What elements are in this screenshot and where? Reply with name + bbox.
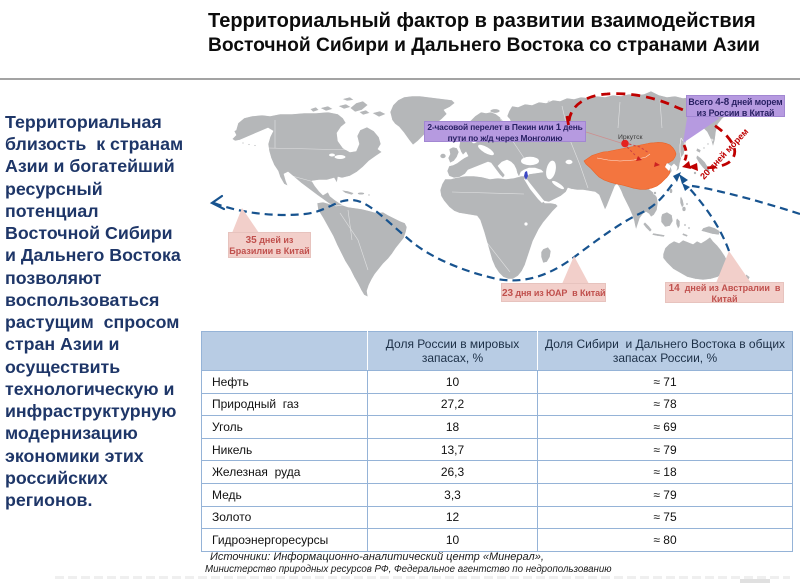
svg-text:20 дней морем: 20 дней морем [698, 126, 750, 181]
svg-text:Иркутск: Иркутск [618, 134, 643, 141]
